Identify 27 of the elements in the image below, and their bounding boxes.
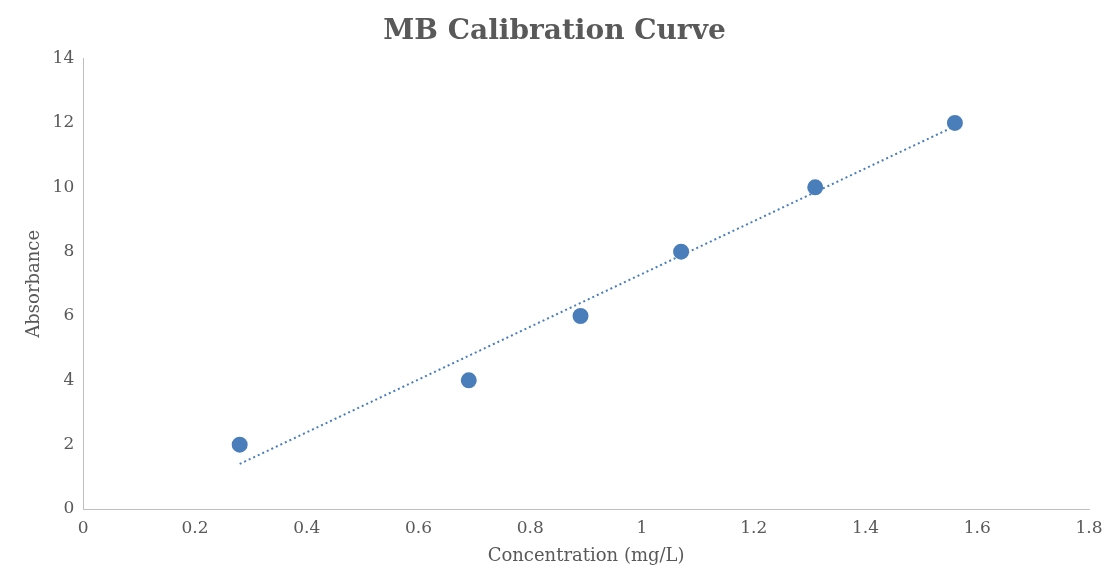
y-tick-label: 0 (63, 497, 75, 518)
x-tick-label: 1.6 (963, 516, 991, 537)
point (946, 114, 963, 131)
x-tick-label: 1.2 (740, 516, 768, 537)
point (231, 436, 248, 453)
chart-title: MB Calibration Curve (383, 13, 726, 47)
point (572, 307, 589, 324)
y-tick-label: 10 (52, 175, 75, 196)
x-tick-label: 1.8 (1075, 516, 1103, 537)
y-tick-label: 12 (52, 111, 75, 132)
x-axis-title: Concentration (mg/L) (487, 543, 685, 565)
y-tick-label: 8 (63, 240, 75, 261)
x-tick-label: 1.4 (851, 516, 880, 537)
x-tick-label: 1 (636, 516, 648, 537)
point (807, 179, 824, 196)
x-tick-label: 0.2 (181, 516, 209, 537)
y-tick-label: 4 (63, 368, 75, 389)
x-tick-label: 0.6 (404, 516, 433, 537)
y-tick-label: 2 (63, 433, 75, 454)
point (673, 243, 690, 260)
x-tick-label: 0.4 (293, 516, 321, 537)
y-tick-label: 14 (52, 47, 75, 68)
x-tick-label: 0 (77, 516, 89, 537)
y-tick-label: 6 (63, 304, 75, 325)
point (460, 372, 477, 389)
x-tick-label: 0.8 (516, 516, 544, 537)
y-axis-title: Absorbance (22, 229, 44, 339)
